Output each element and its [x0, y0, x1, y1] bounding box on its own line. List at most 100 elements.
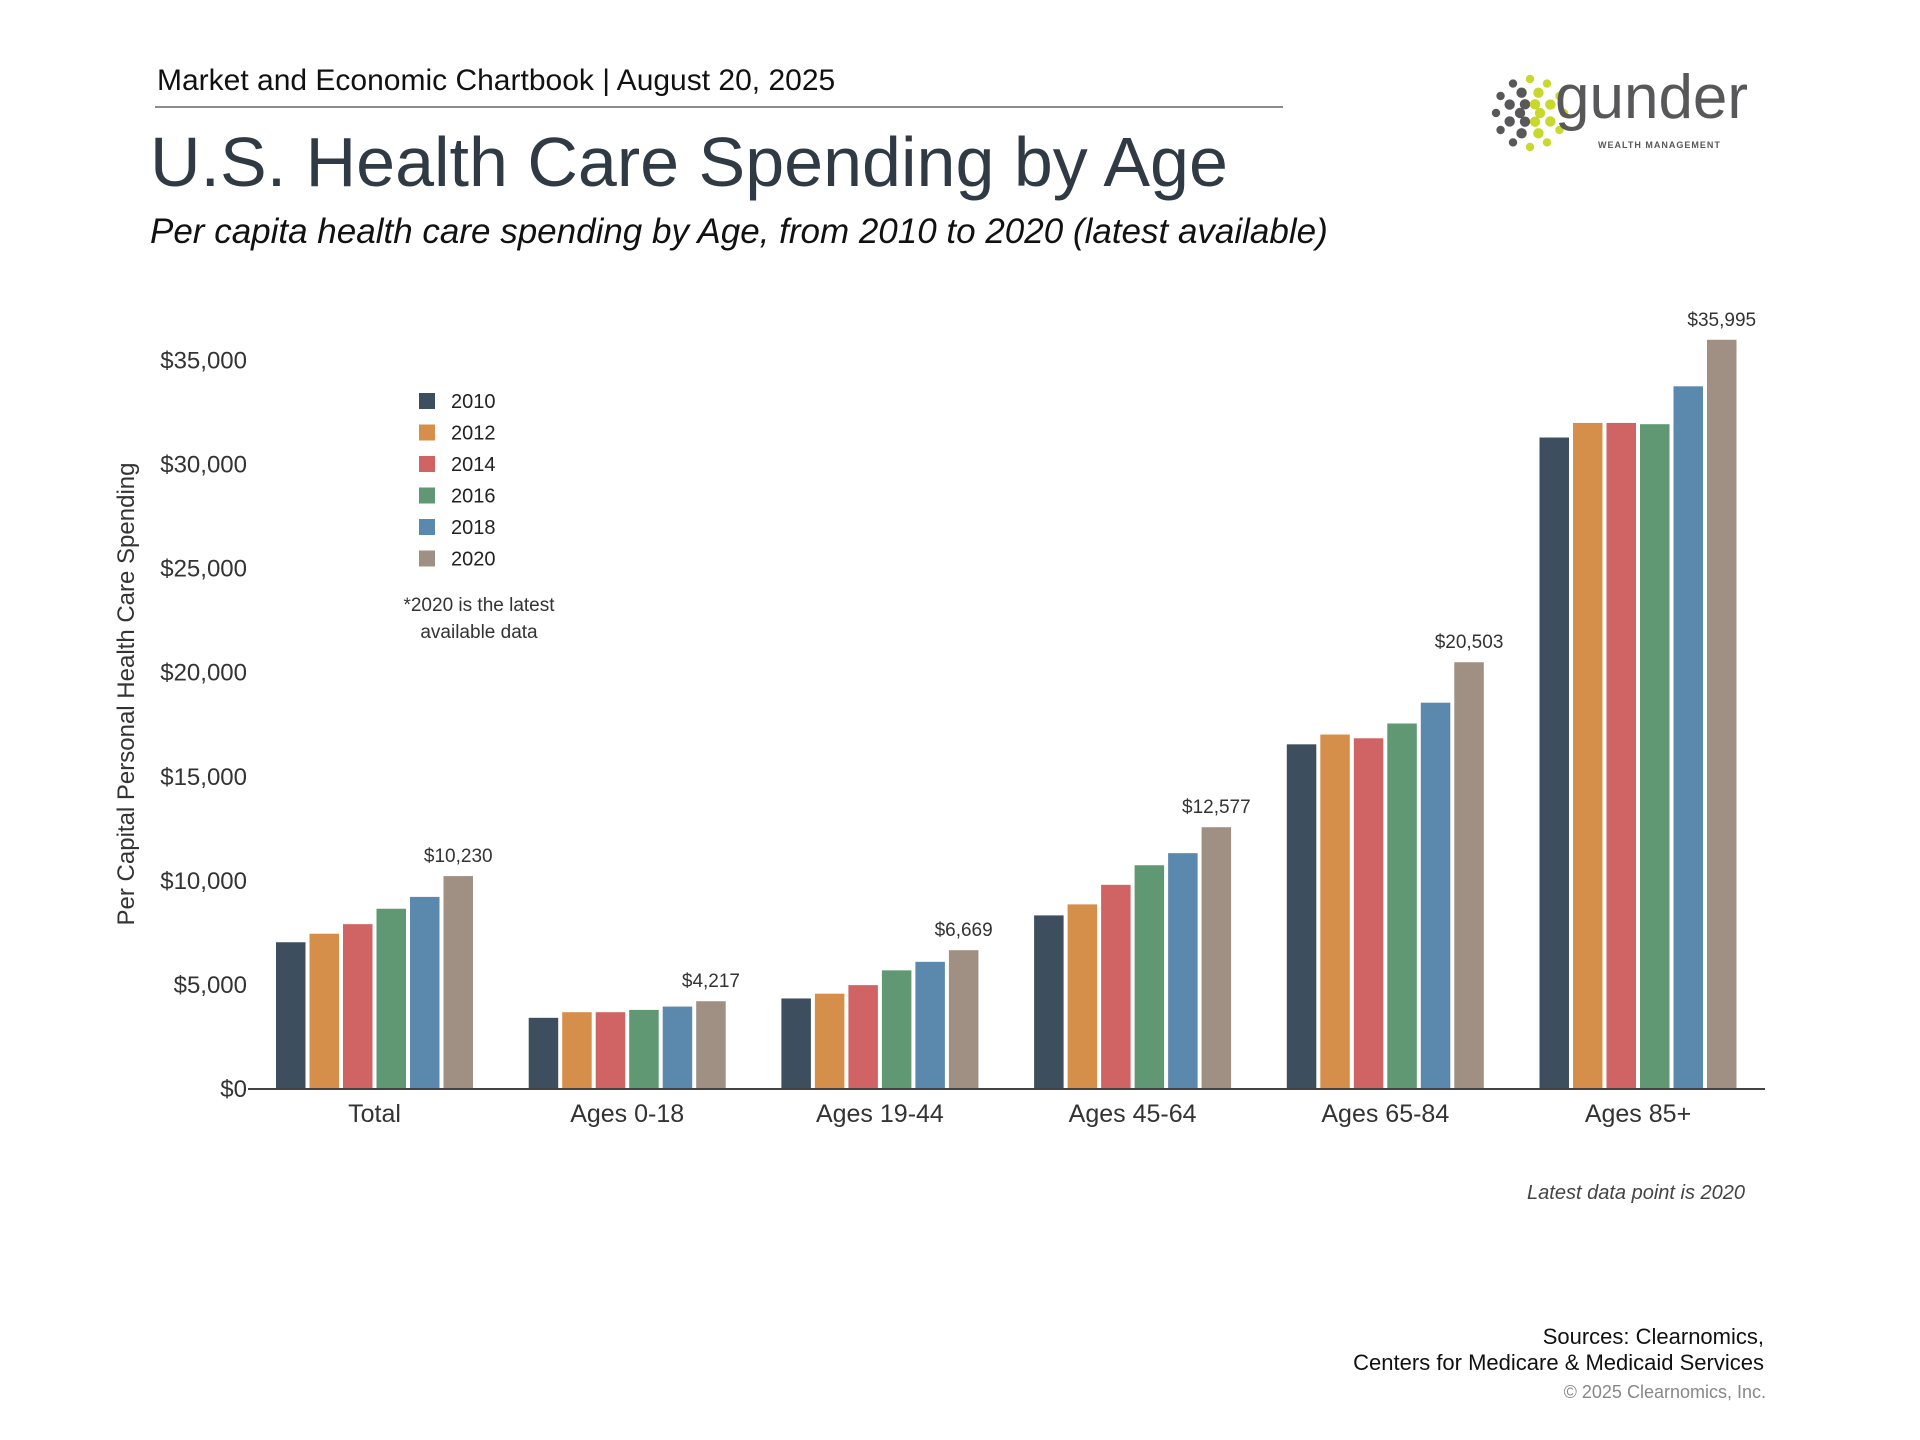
legend-label: 2014 [451, 454, 496, 476]
logo-dot [1525, 74, 1535, 84]
logo-tagline: WEALTH MANAGEMENT [1598, 140, 1721, 150]
logo-dot [1516, 87, 1527, 98]
legend-label: 2020 [451, 549, 496, 571]
bar-2010-4 [1286, 744, 1317, 1089]
category-label: Total [348, 1100, 401, 1128]
bar-2018-2 [915, 961, 945, 1089]
logo-dot [1516, 128, 1527, 139]
logo-dot [1508, 79, 1518, 88]
category-label: Ages 45-64 [1069, 1100, 1197, 1128]
y-tick-label: $35,000 [160, 348, 247, 375]
data-label: $10,230 [424, 846, 493, 867]
gunder-logo: gunder WEALTH MANAGEMENT [1491, 63, 1748, 152]
logo-dot [1529, 116, 1541, 127]
y-tick-label: $25,000 [160, 556, 247, 583]
logo-dot [1533, 128, 1544, 139]
page-title: U.S. Health Care Spending by Age [150, 123, 1228, 201]
bar-2020-2 [948, 950, 979, 1089]
logo-dot [1491, 108, 1501, 118]
category-label: Ages 85+ [1585, 1100, 1691, 1128]
sources-line2: Centers for Medicare & Medicaid Services [1353, 1350, 1764, 1375]
bar-2010-1 [528, 1017, 559, 1089]
bar-2014-2 [848, 985, 878, 1089]
bar-2020-1 [696, 1001, 726, 1089]
bar-2020-5 [1707, 339, 1737, 1089]
chartbook-header: Market and Economic Chartbook | August 2… [157, 64, 835, 97]
logo-dot [1533, 87, 1544, 98]
bar-2012-2 [814, 993, 845, 1089]
bar-2018-4 [1420, 702, 1451, 1089]
logo-dot [1542, 138, 1552, 147]
bar-2020-4 [1454, 662, 1484, 1089]
legend-label: 2012 [451, 423, 496, 445]
legend-swatch [419, 550, 435, 567]
y-tick-label: $15,000 [160, 764, 247, 791]
category-label: Ages 0-18 [570, 1100, 684, 1128]
copyright: © 2025 Clearnomics, Inc. [1564, 1382, 1766, 1402]
legend-swatch [419, 487, 435, 504]
y-tick-label: $0 [220, 1076, 247, 1103]
logo-dot [1529, 99, 1541, 110]
bar-2016-3 [1134, 865, 1165, 1089]
logo-dot [1559, 108, 1569, 118]
legend-label: 2010 [451, 391, 496, 413]
legend: 2010 2012 2014 2016 2018 2020 [419, 391, 496, 571]
x-axis-categories: Total Ages 0-18 Ages 19-44 Ages 45-64 Ages 6… [348, 1100, 1691, 1128]
page-subtitle: Per capita health care spending by Age, … [150, 212, 1328, 251]
bar-2014-1 [595, 1012, 626, 1089]
bar-2012-3 [1067, 904, 1098, 1089]
y-tick-label: $5,000 [174, 972, 247, 999]
logo-dots-icon [1491, 74, 1569, 152]
bar-2012-1 [562, 1012, 592, 1089]
legend-label: 2016 [451, 486, 496, 508]
logo-dot [1534, 107, 1546, 119]
bar-2010-5 [1539, 437, 1569, 1090]
data-label: $35,995 [1687, 310, 1756, 331]
bar-2010-0 [276, 942, 306, 1089]
legend-label: 2018 [451, 517, 496, 539]
y-tick-label: $20,000 [160, 660, 247, 687]
bar-2012-0 [309, 933, 339, 1089]
bar-2014-4 [1353, 738, 1384, 1089]
bar-2020-0 [443, 876, 473, 1089]
bar-2012-4 [1320, 734, 1350, 1089]
y-axis-ticks: $0 $5,000 $10,000 $15,000 $20,000 $25,000 $30,… [160, 348, 247, 1104]
logo-dot [1545, 116, 1556, 127]
legend-swatch [419, 456, 435, 472]
logo-dot [1508, 138, 1518, 147]
bar-2014-3 [1101, 884, 1131, 1089]
legend-swatch [419, 393, 435, 409]
bar-2010-3 [1034, 915, 1064, 1089]
logo-dot [1555, 91, 1564, 101]
bar-2014-0 [343, 924, 373, 1089]
y-axis-label: Per Capital Personal Health Care Spendin… [113, 463, 140, 926]
bar-2010-2 [781, 998, 811, 1089]
bar-2018-3 [1168, 853, 1198, 1089]
logo-dot [1519, 99, 1531, 110]
logo-dot [1525, 142, 1535, 152]
data-label: $12,577 [1182, 797, 1251, 818]
latest-data-annotation: Latest data point is 2020 [1527, 1182, 1745, 1204]
bar-2020-3 [1201, 827, 1232, 1089]
y-tick-label: $10,000 [160, 868, 247, 895]
data-label: $6,669 [935, 920, 993, 941]
logo-dot [1555, 125, 1564, 135]
bar-2018-5 [1673, 386, 1703, 1090]
bar-2018-0 [410, 896, 440, 1089]
bar-2016-5 [1640, 424, 1670, 1089]
category-label: Ages 65-84 [1321, 1100, 1449, 1128]
logo-dot [1545, 99, 1556, 110]
sources-line1: Sources: Clearnomics, [1543, 1324, 1764, 1349]
logo-dot [1496, 125, 1505, 135]
bars: $10,230 $4,217 $6,669 $12,577 $20,503 $35,995 [276, 310, 1756, 1090]
bar-2016-1 [629, 1009, 659, 1089]
logo-dot [1496, 91, 1505, 101]
legend-swatch [419, 424, 435, 441]
legend-note-line1: *2020 is the latest [403, 595, 555, 616]
logo-wordmark: gunder [1555, 63, 1748, 132]
y-tick-label: $30,000 [160, 452, 247, 479]
bar-2016-4 [1387, 723, 1417, 1089]
logo-dot [1514, 107, 1526, 119]
bar-2016-2 [881, 970, 912, 1089]
